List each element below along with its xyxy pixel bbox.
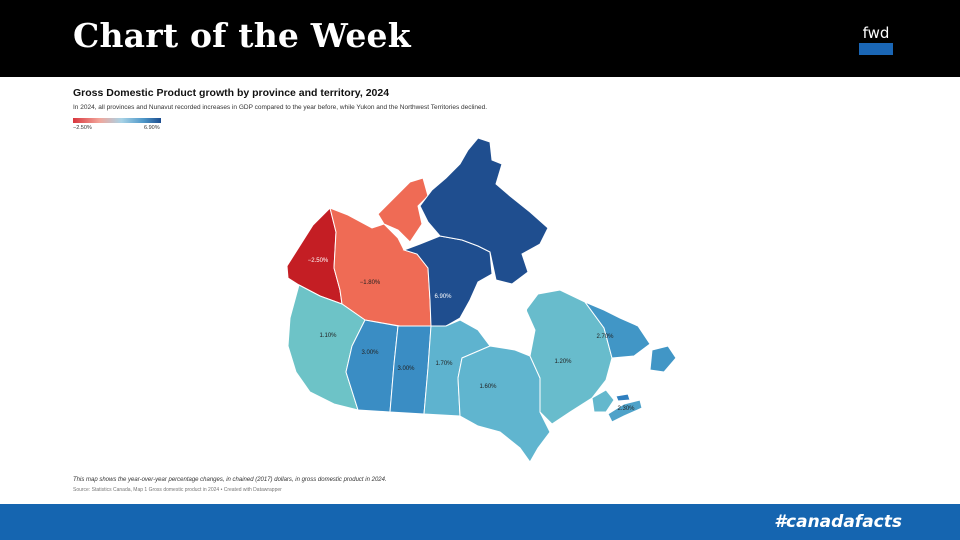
region-nunavut-islands[interactable] (419, 137, 549, 285)
region-prince-edward-island[interactable] (615, 393, 631, 402)
chart-source: Source: Statistics Canada, Map 1 Gross d… (73, 487, 282, 493)
map-label-nunavut: 6.90% (434, 294, 452, 300)
map-label-quebec: 1.20% (554, 359, 572, 365)
region-nova-scotia[interactable] (607, 399, 643, 423)
chart-footnote: This map shows the year-over-year percen… (73, 477, 387, 483)
footer-bar: #canadafacts (0, 504, 960, 540)
map-labels: −2.50% −1.80% 6.90% 1.10% 3.00% 3.00% 1.70% 1.6… (308, 258, 635, 412)
legend-max-label: 6.90% (144, 125, 160, 131)
region-new-brunswick[interactable] (591, 389, 615, 413)
map-label-alberta: 3.00% (361, 350, 379, 356)
map-label-saskatchewan: 3.00% (397, 366, 415, 372)
hashtag: #canadafacts (774, 512, 902, 532)
map-label-northwest-territories: −1.80% (360, 280, 381, 286)
map-label-manitoba: 1.70% (435, 361, 453, 367)
map-label-nova-scotia: 2.30% (617, 406, 635, 412)
map-label-newfoundland-and-labrador: 2.70% (596, 334, 614, 340)
chart-subtitle: In 2024, all provinces and Nunavut recor… (73, 104, 488, 111)
chart-title: Gross Domestic Product growth by provinc… (73, 87, 390, 99)
hudson-bay (460, 280, 530, 350)
region-labrador[interactable] (583, 300, 651, 359)
fwd-logo: fwd (858, 25, 894, 55)
region-newfoundland[interactable] (649, 345, 677, 373)
fwd-logo-text: fwd (862, 24, 890, 42)
region-ontario[interactable] (457, 345, 551, 463)
map-label-ontario: 1.60% (479, 384, 497, 390)
legend-gradient (73, 118, 161, 123)
page-title: Chart of the Week (73, 16, 411, 55)
map-label-yukon: −2.50% (308, 258, 329, 264)
map-label-british-columbia: 1.10% (319, 333, 337, 339)
region-northwest-territories-islands[interactable] (377, 177, 429, 243)
legend-min-label: −2.50% (73, 125, 92, 131)
fwd-logo-bar (859, 43, 893, 55)
header-bar: Chart of the Week fwd (0, 0, 960, 77)
